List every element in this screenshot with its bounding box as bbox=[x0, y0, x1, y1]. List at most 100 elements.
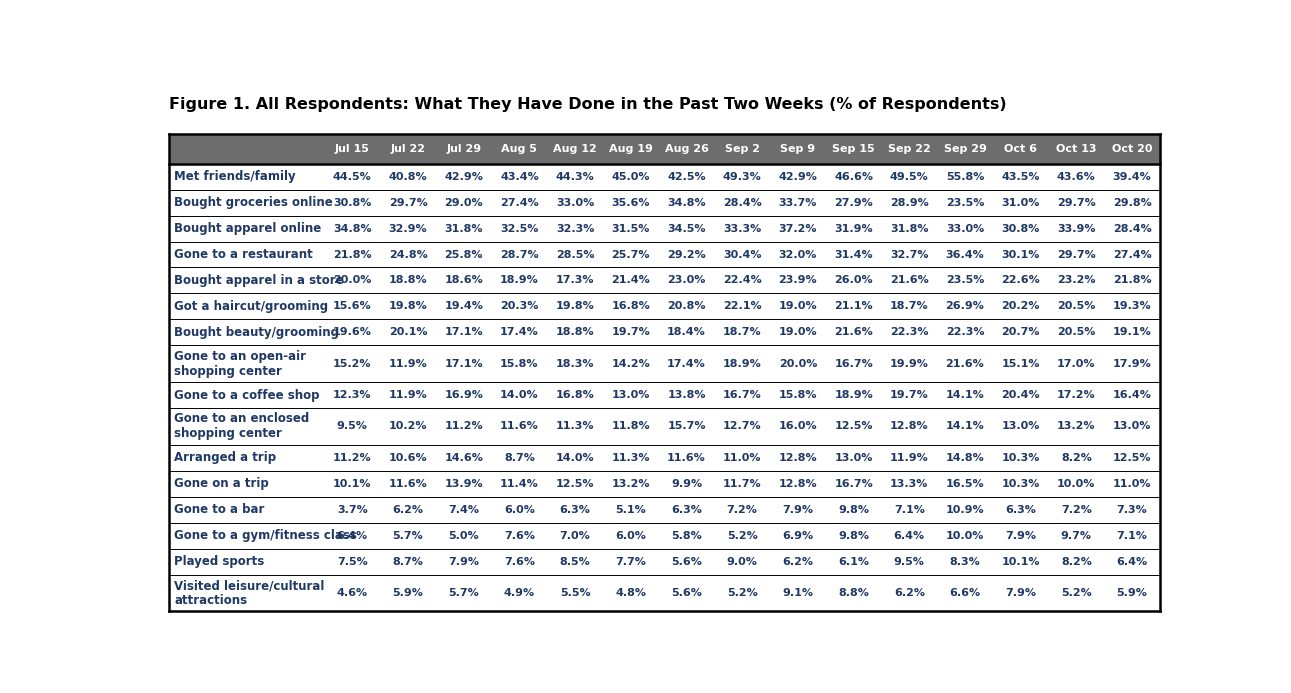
Text: 25.7%: 25.7% bbox=[612, 249, 651, 259]
Text: 5.2%: 5.2% bbox=[727, 531, 758, 541]
Text: 11.2%: 11.2% bbox=[444, 421, 483, 432]
Text: 19.6%: 19.6% bbox=[333, 327, 372, 337]
Text: 9.7%: 9.7% bbox=[1061, 531, 1092, 541]
Text: 49.3%: 49.3% bbox=[723, 172, 762, 182]
Text: 42.5%: 42.5% bbox=[667, 172, 706, 182]
Text: 11.4%: 11.4% bbox=[500, 479, 538, 489]
Text: 11.9%: 11.9% bbox=[889, 453, 928, 463]
Text: 6.4%: 6.4% bbox=[337, 531, 368, 541]
Text: 6.0%: 6.0% bbox=[503, 505, 534, 515]
Text: 23.0%: 23.0% bbox=[667, 276, 706, 286]
Text: 28.9%: 28.9% bbox=[889, 198, 928, 208]
Text: 20.5%: 20.5% bbox=[1057, 301, 1096, 311]
Text: 17.1%: 17.1% bbox=[444, 327, 483, 337]
Text: 14.1%: 14.1% bbox=[945, 390, 984, 400]
Text: Gone to a restaurant: Gone to a restaurant bbox=[174, 248, 314, 261]
Text: 6.2%: 6.2% bbox=[392, 505, 423, 515]
Text: 6.4%: 6.4% bbox=[893, 531, 924, 541]
Text: Oct 6: Oct 6 bbox=[1004, 143, 1037, 154]
Text: 20.3%: 20.3% bbox=[500, 301, 538, 311]
Text: Jul 22: Jul 22 bbox=[390, 143, 426, 154]
Text: 17.2%: 17.2% bbox=[1057, 390, 1096, 400]
Text: Gone to an enclosed
shopping center: Gone to an enclosed shopping center bbox=[174, 412, 310, 441]
Text: 14.8%: 14.8% bbox=[945, 453, 984, 463]
Text: Sep 2: Sep 2 bbox=[724, 143, 759, 154]
Text: 27.4%: 27.4% bbox=[500, 198, 538, 208]
Text: 11.8%: 11.8% bbox=[612, 421, 651, 432]
Text: 25.8%: 25.8% bbox=[444, 249, 483, 259]
Text: 31.0%: 31.0% bbox=[1002, 198, 1039, 208]
Text: Bought apparel online: Bought apparel online bbox=[174, 222, 321, 235]
Text: 19.1%: 19.1% bbox=[1113, 327, 1152, 337]
Text: 7.2%: 7.2% bbox=[727, 505, 758, 515]
Text: 4.8%: 4.8% bbox=[616, 588, 647, 598]
Text: 12.8%: 12.8% bbox=[778, 479, 817, 489]
Text: 17.3%: 17.3% bbox=[556, 276, 594, 286]
Text: 29.7%: 29.7% bbox=[1057, 198, 1096, 208]
Text: 34.8%: 34.8% bbox=[667, 198, 706, 208]
Text: 44.5%: 44.5% bbox=[333, 172, 372, 182]
Text: 7.1%: 7.1% bbox=[1117, 531, 1148, 541]
Text: 5.2%: 5.2% bbox=[727, 588, 758, 598]
Text: 33.9%: 33.9% bbox=[1057, 224, 1096, 234]
Text: 16.9%: 16.9% bbox=[444, 390, 483, 400]
Text: 30.4%: 30.4% bbox=[723, 249, 762, 259]
Text: 5.5%: 5.5% bbox=[560, 588, 590, 598]
Text: 11.3%: 11.3% bbox=[612, 453, 651, 463]
Text: 20.1%: 20.1% bbox=[389, 327, 427, 337]
Text: Sep 9: Sep 9 bbox=[780, 143, 816, 154]
Text: 43.4%: 43.4% bbox=[500, 172, 538, 182]
Text: 26.0%: 26.0% bbox=[834, 276, 873, 286]
Text: 28.5%: 28.5% bbox=[556, 249, 594, 259]
Text: 27.4%: 27.4% bbox=[1113, 249, 1152, 259]
Text: 13.3%: 13.3% bbox=[889, 479, 928, 489]
Text: 12.5%: 12.5% bbox=[556, 479, 594, 489]
Text: 17.9%: 17.9% bbox=[1113, 359, 1152, 369]
Text: 34.5%: 34.5% bbox=[667, 224, 706, 234]
Text: 32.5%: 32.5% bbox=[500, 224, 538, 234]
Text: 6.3%: 6.3% bbox=[1006, 505, 1037, 515]
Text: 36.4%: 36.4% bbox=[945, 249, 984, 259]
Text: 11.0%: 11.0% bbox=[723, 453, 762, 463]
Text: 6.1%: 6.1% bbox=[838, 556, 869, 567]
Text: 18.9%: 18.9% bbox=[834, 390, 873, 400]
Text: 12.8%: 12.8% bbox=[778, 453, 817, 463]
Text: 15.1%: 15.1% bbox=[1002, 359, 1041, 369]
Text: Oct 20: Oct 20 bbox=[1112, 143, 1153, 154]
Text: 55.8%: 55.8% bbox=[946, 172, 984, 182]
Text: 19.7%: 19.7% bbox=[612, 327, 651, 337]
Text: 29.7%: 29.7% bbox=[1057, 249, 1096, 259]
Text: 31.8%: 31.8% bbox=[444, 224, 483, 234]
Text: Met friends/family: Met friends/family bbox=[174, 170, 296, 183]
Text: 9.8%: 9.8% bbox=[838, 505, 869, 515]
Text: 31.4%: 31.4% bbox=[834, 249, 873, 259]
Text: 13.2%: 13.2% bbox=[1057, 421, 1096, 432]
Text: 8.2%: 8.2% bbox=[1061, 556, 1092, 567]
Text: 9.9%: 9.9% bbox=[671, 479, 702, 489]
Text: 18.9%: 18.9% bbox=[500, 276, 538, 286]
Text: Sep 15: Sep 15 bbox=[833, 143, 875, 154]
Text: 3.7%: 3.7% bbox=[337, 505, 368, 515]
Text: 11.9%: 11.9% bbox=[389, 359, 427, 369]
Text: Arranged a trip: Arranged a trip bbox=[174, 451, 276, 464]
Text: 7.7%: 7.7% bbox=[616, 556, 647, 567]
Text: 8.5%: 8.5% bbox=[560, 556, 590, 567]
Text: 32.0%: 32.0% bbox=[778, 249, 817, 259]
Text: 42.9%: 42.9% bbox=[778, 172, 817, 182]
Text: 32.9%: 32.9% bbox=[389, 224, 427, 234]
Text: 13.0%: 13.0% bbox=[834, 453, 873, 463]
Text: 15.8%: 15.8% bbox=[778, 390, 817, 400]
Text: 6.2%: 6.2% bbox=[782, 556, 813, 567]
Text: 13.9%: 13.9% bbox=[444, 479, 483, 489]
Text: 13.0%: 13.0% bbox=[1113, 421, 1152, 432]
Text: Aug 19: Aug 19 bbox=[609, 143, 653, 154]
Text: 22.3%: 22.3% bbox=[889, 327, 928, 337]
Text: 8.2%: 8.2% bbox=[1061, 453, 1092, 463]
Text: Gone to an open-air
shopping center: Gone to an open-air shopping center bbox=[174, 350, 306, 378]
Text: 14.2%: 14.2% bbox=[612, 359, 651, 369]
Text: 12.5%: 12.5% bbox=[834, 421, 873, 432]
Text: 22.1%: 22.1% bbox=[723, 301, 762, 311]
Text: 6.3%: 6.3% bbox=[560, 505, 590, 515]
Text: 10.1%: 10.1% bbox=[1002, 556, 1041, 567]
Text: 12.3%: 12.3% bbox=[333, 390, 372, 400]
